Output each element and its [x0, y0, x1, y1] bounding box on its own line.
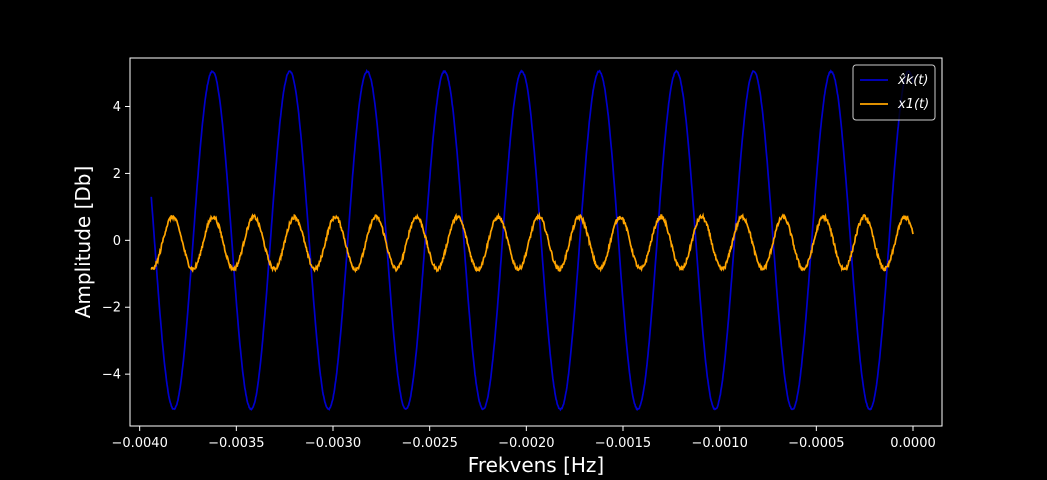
y-tick-label: −2 — [102, 301, 121, 316]
plot-area — [129, 57, 943, 427]
x-tick-label: −0.0020 — [498, 436, 554, 451]
y-axis-label: Amplitude [Db] — [71, 166, 95, 319]
legend: x̂k(t) x1(t) — [852, 64, 936, 121]
y-tick-label: 2 — [113, 167, 121, 182]
series-line-0 — [150, 68, 914, 412]
y-tick-label: 0 — [113, 234, 121, 249]
x-tick-label: −0.0015 — [595, 436, 651, 451]
y-axis-ticks: −4 −2 0 2 4 — [102, 100, 130, 383]
legend-label-xk-hat: x̂k(t) — [897, 73, 928, 88]
series-layer — [150, 68, 914, 412]
x-tick-label: −0.0040 — [111, 436, 167, 451]
series-line-1 — [150, 211, 914, 274]
x-tick-label: −0.0010 — [691, 436, 747, 451]
x-tick-label: −0.0005 — [788, 436, 844, 451]
legend-label-x1: x1(t) — [897, 97, 929, 112]
x-tick-label: −0.0030 — [305, 436, 361, 451]
x-tick-label: −0.0025 — [401, 436, 457, 451]
x-tick-label: −0.0035 — [208, 436, 264, 451]
y-tick-label: −4 — [102, 368, 121, 383]
x-tick-label: 0.0000 — [890, 436, 936, 451]
x-axis-ticks: −0.0040 −0.0035 −0.0030 −0.0025 −0.0020 −0.00… — [111, 426, 936, 451]
y-tick-label: 4 — [113, 100, 121, 115]
x-axis-label: Frekvens [Hz] — [468, 453, 604, 477]
legend-frame — [852, 64, 936, 121]
